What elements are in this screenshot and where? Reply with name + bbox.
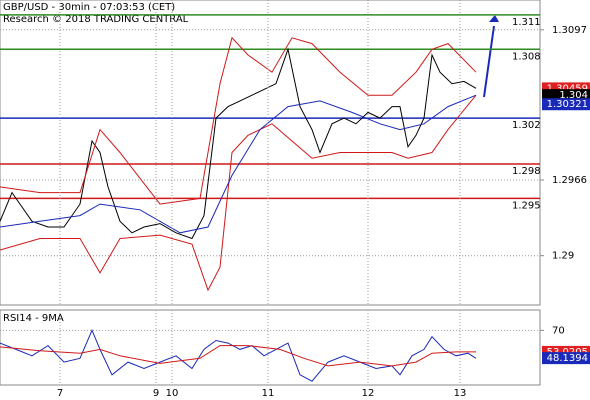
price-panel xyxy=(0,0,541,306)
y-tick-label: 70 xyxy=(552,325,565,336)
price-tag xyxy=(542,352,590,365)
chart-title: GBP/USD - 30min - 07:03:53 (CET) xyxy=(3,2,175,13)
price-tag-label: 1.304 xyxy=(559,90,588,101)
price-tag-label: 1.30459 xyxy=(547,83,588,94)
series-line xyxy=(0,94,477,234)
series-line xyxy=(0,94,477,292)
level-label: 1.295 xyxy=(512,200,541,211)
price-tag xyxy=(542,89,590,102)
x-tick-label: 7 xyxy=(57,388,63,399)
x-tick-label: 11 xyxy=(262,388,275,399)
forecast-arrow-head xyxy=(489,15,499,22)
forecast-arrow xyxy=(483,25,495,98)
price-tag-label: 1.30321 xyxy=(547,99,588,110)
x-tick-label: 10 xyxy=(166,388,179,399)
level-label: 1.302 xyxy=(512,120,541,131)
series-line xyxy=(0,36,477,205)
series-line xyxy=(0,47,477,240)
rsi-panel xyxy=(0,309,541,386)
price-tag xyxy=(542,98,590,111)
chart-subtitle: Research © 2018 TRADING CENTRAL xyxy=(3,14,189,25)
rsi-title: RSI14 - 9MA xyxy=(3,313,64,324)
y-tick-label: 1.2966 xyxy=(552,175,587,186)
x-tick-label: 9 xyxy=(153,388,159,399)
price-tag-label: 48.1394 xyxy=(547,353,588,364)
y-tick-label: 1.29 xyxy=(552,251,574,262)
level-label: 1.298 xyxy=(512,166,541,177)
series-line xyxy=(0,345,476,367)
x-tick-label: 13 xyxy=(454,388,467,399)
x-tick-label: 12 xyxy=(362,388,375,399)
level-label: 1.311 xyxy=(512,17,541,28)
level-label: 1.308 xyxy=(512,51,541,62)
series-line xyxy=(0,329,477,382)
y-tick-label: 1.3097 xyxy=(552,25,587,36)
